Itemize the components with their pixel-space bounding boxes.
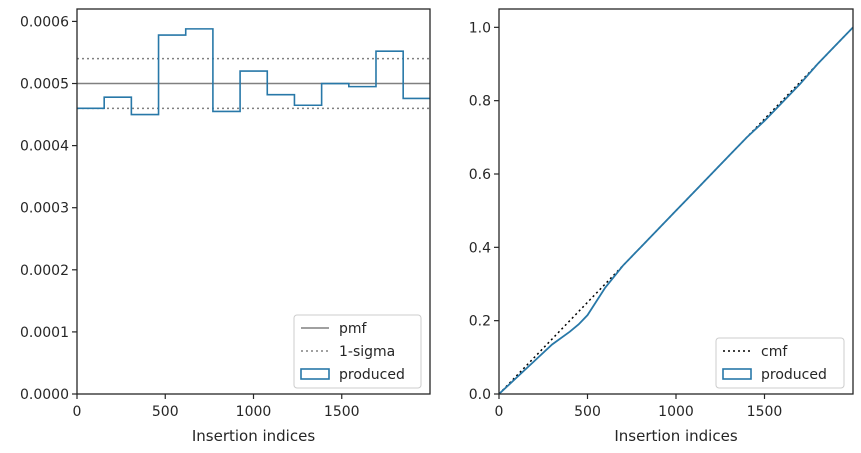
y-tick-label: 0.8 (469, 94, 491, 110)
y-tick-label: 0.0001 (20, 325, 69, 341)
y-tick-label: 0.0000 (20, 387, 69, 403)
y-tick-label: 0.6 (469, 167, 491, 183)
y-tick-label: 0.0004 (20, 139, 69, 155)
y-tick-label: 1.0 (469, 20, 491, 36)
y-tick-label: 0.0 (469, 387, 491, 403)
x-tick-label: 500 (574, 404, 601, 420)
produced-histogram-step (77, 28, 430, 116)
x-tick-label: 1000 (658, 404, 694, 420)
x-tick-label: 0 (73, 404, 82, 420)
legend-label: produced (761, 367, 827, 383)
plot-area (77, 28, 430, 116)
x-axis-label: Insertion indices (614, 427, 737, 445)
legend-label: pmf (339, 321, 368, 337)
y-tick-label: 0.0003 (20, 201, 69, 217)
legend-swatch (722, 368, 752, 380)
x-tick-label: 1500 (324, 404, 360, 420)
y-tick-label: 0.4 (469, 240, 491, 256)
legend: cmf produced (715, 337, 845, 389)
x-axis-label: Insertion indices (192, 427, 315, 445)
produced-line (499, 26, 853, 394)
x-tick-label: 1500 (747, 404, 783, 420)
axes-frame (76, 8, 431, 395)
legend-label: cmf (761, 344, 788, 360)
legend: pmf 1-sigma produced (293, 314, 422, 389)
y-tick-label: 0.0002 (20, 263, 69, 279)
x-tick-label: 0 (495, 404, 504, 420)
legend-swatch (300, 368, 330, 380)
pmf-chart: 0 500 1000 1500 0.0000 0.0001 0.0002 0.0003 0.00… (20, 8, 431, 445)
x-tick-label: 1000 (236, 404, 272, 420)
y-tick-label: 0.0005 (20, 77, 69, 93)
axes-frame (498, 8, 854, 395)
y-tick-label: 0.2 (469, 314, 491, 330)
y-tick-label: 0.0006 (20, 14, 69, 30)
legend-label: 1-sigma (339, 344, 395, 360)
x-tick-label: 500 (152, 404, 179, 420)
legend-label: produced (339, 367, 405, 383)
plot-area (499, 26, 853, 394)
cmf-chart: 0 500 1000 1500 0.0 0.2 0.4 0.6 0.8 1.0 Insertion … (469, 8, 854, 445)
